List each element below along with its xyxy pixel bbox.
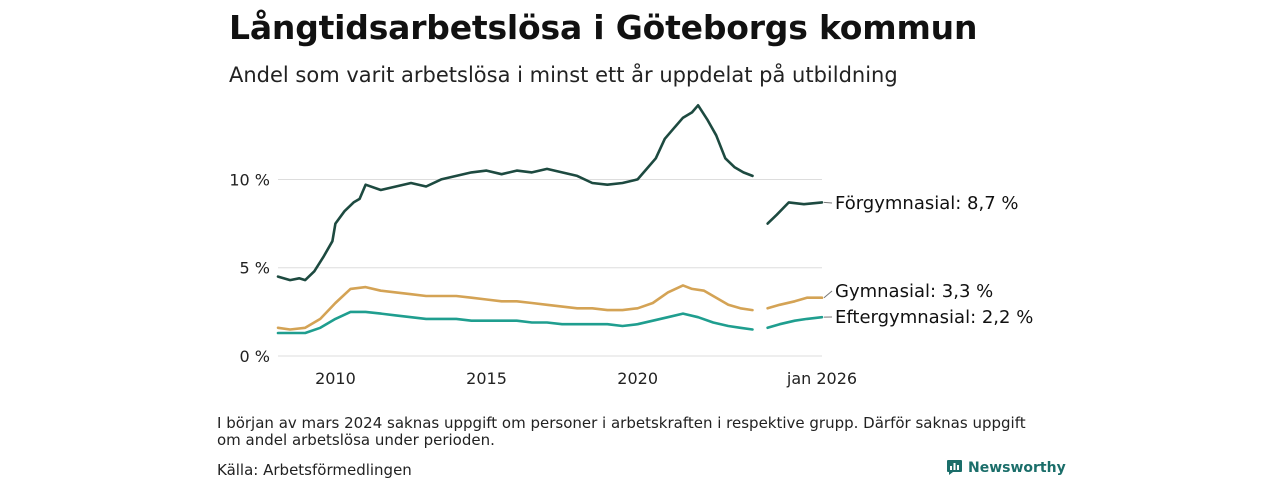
label-connector bbox=[823, 201, 833, 204]
x-tick-label: 2015 bbox=[466, 369, 507, 388]
series-line-gymnasial-1 bbox=[276, 284, 754, 331]
y-tick-label: 5 % bbox=[240, 259, 270, 278]
y-axis-ticks: 0 % 5 % 10 % bbox=[229, 170, 270, 366]
x-tick-label: 2010 bbox=[315, 369, 356, 388]
y-tick-label: 10 % bbox=[229, 170, 270, 189]
series-line-eftergymnasial-1 bbox=[276, 310, 754, 335]
line-chart: 0 % 5 % 10 % 2010 2015 2020 jan 2026 Förgymna… bbox=[229, 104, 1033, 388]
series-labels: Förgymnasial: 8,7 % Gymnasial: 3,3 % Efter… bbox=[823, 193, 1033, 328]
series-line-förgymnasial-1 bbox=[276, 104, 754, 282]
gridlines bbox=[278, 178, 822, 357]
x-tick-label: jan 2026 bbox=[786, 369, 857, 388]
series-label-förgymnasial: Förgymnasial: 8,7 % bbox=[835, 193, 1019, 214]
y-tick-label: 0 % bbox=[240, 347, 270, 366]
x-axis-ticks: 2010 2015 2020 jan 2026 bbox=[315, 369, 857, 388]
series-line-gymnasial-2 bbox=[766, 296, 824, 310]
x-tick-label: 2020 bbox=[617, 369, 658, 388]
series-lines bbox=[276, 104, 824, 335]
chart-subtitle: Andel som varit arbetslösa i minst ett å… bbox=[229, 63, 898, 87]
brand-logo[interactable]: Newsworthy bbox=[946, 459, 1066, 476]
newsworthy-icon bbox=[947, 460, 962, 475]
series-label-gymnasial: Gymnasial: 3,3 % bbox=[835, 281, 993, 302]
series-line-eftergymnasial-2 bbox=[766, 315, 824, 330]
footnote: I början av mars 2024 saknas uppgift om … bbox=[217, 414, 1026, 449]
series-line-förgymnasial-2 bbox=[766, 201, 824, 225]
series-label-eftergymnasial: Eftergymnasial: 2,2 % bbox=[835, 307, 1033, 328]
chart-title: Långtidsarbetslösa i Göteborgs kommun bbox=[229, 8, 978, 47]
source-text: Källa: Arbetsförmedlingen bbox=[217, 461, 412, 479]
brand-name: Newsworthy bbox=[968, 459, 1066, 476]
label-connector bbox=[823, 290, 833, 299]
